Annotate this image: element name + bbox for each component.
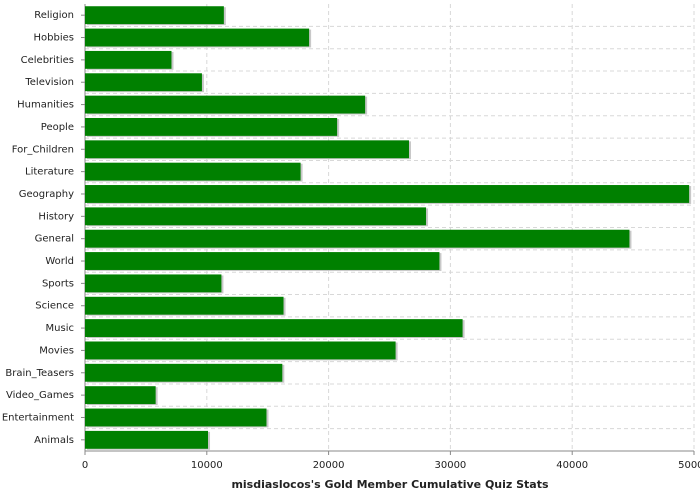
bar — [85, 430, 209, 449]
x-tick-label: 50000 — [678, 460, 700, 471]
x-tick-label: 30000 — [434, 460, 466, 471]
y-tick-label: Movies — [39, 345, 74, 356]
x-tick-label: 10000 — [191, 460, 223, 471]
y-tick-label: Video_Games — [6, 390, 74, 401]
y-tick-label: Humanities — [17, 100, 74, 111]
bar — [85, 296, 284, 315]
bar — [85, 408, 267, 427]
bar — [85, 117, 338, 136]
x-tick-label: 0 — [82, 460, 88, 471]
y-tick-label: Entertainment — [2, 412, 74, 423]
bar — [85, 162, 301, 181]
bar — [85, 95, 366, 114]
y-tick-label: Geography — [19, 189, 74, 200]
bar — [85, 6, 224, 25]
bar — [85, 140, 409, 159]
y-tick-label: For_Children — [12, 144, 74, 155]
y-tick-label: Sports — [42, 278, 74, 289]
y-tick-label: Science — [35, 301, 74, 312]
y-tick-label: World — [45, 256, 74, 267]
bar — [85, 341, 396, 360]
x-axis-label: misdiaslocos's Gold Member Cumulative Qu… — [231, 478, 549, 491]
bar — [85, 50, 172, 69]
y-tick-label: Celebrities — [21, 55, 74, 66]
y-tick-label: Animals — [34, 435, 74, 446]
bar — [85, 28, 310, 47]
x-tick-label: 20000 — [313, 460, 345, 471]
y-tick-label: General — [35, 234, 74, 245]
y-tick-label: Hobbies — [34, 33, 74, 44]
bar — [85, 229, 630, 248]
y-tick-label: Television — [24, 77, 74, 88]
x-tick-label: 40000 — [556, 460, 588, 471]
bar — [85, 386, 156, 405]
y-tick-label: People — [41, 122, 74, 133]
y-tick-label: Religion — [34, 10, 74, 21]
bar — [85, 73, 202, 92]
y-tick-label: History — [38, 211, 74, 222]
bar — [85, 274, 222, 293]
y-tick-label: Literature — [25, 167, 74, 178]
bar — [85, 207, 427, 226]
bar — [85, 363, 283, 382]
y-tick-label: Music — [46, 323, 74, 334]
bar — [85, 319, 463, 338]
bar — [85, 252, 440, 270]
y-tick-label: Brain_Teasers — [5, 368, 74, 379]
bar — [85, 185, 690, 203]
